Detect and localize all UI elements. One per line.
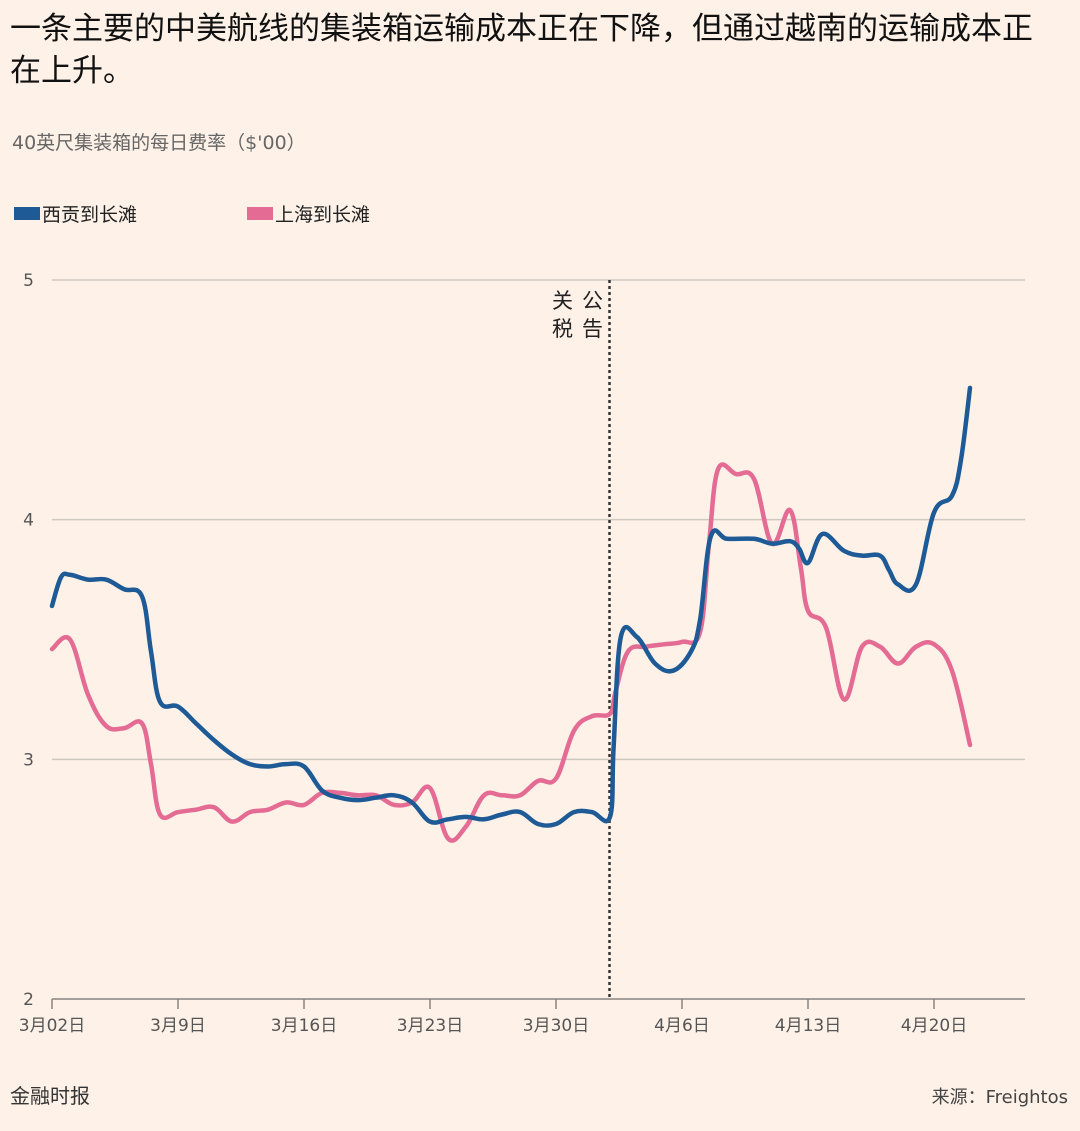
annotation-label-announcement-char: 公 (582, 289, 603, 313)
chart-subtitle: 40英尺集装箱的每日费率（$'00） (12, 132, 306, 154)
publisher-credit: 金融时报 (10, 1084, 90, 1108)
source-note: 来源：Freightos (931, 1087, 1068, 1108)
annotation-label-tariff-char: 税 (552, 317, 573, 341)
series-line-shanghai (49, 462, 973, 843)
annotation-label-announcement: 公告 (582, 289, 603, 341)
series-line-vietnam (49, 385, 973, 828)
gridlines (52, 279, 1025, 761)
x-tick-label: 4月6日 (654, 1016, 710, 1036)
series-lines (49, 385, 973, 843)
y-axis: 2 3 4 5 (23, 271, 34, 1010)
x-tick-label: 3月30日 (523, 1016, 589, 1036)
x-tick-label: 3月9日 (150, 1016, 206, 1036)
legend-item-vietnam: 西贡到长滩 (14, 200, 137, 227)
legend-item-shanghai: 上海到长滩 (247, 200, 370, 227)
legend: 西贡到长滩 上海到长滩 (14, 200, 388, 227)
legend-swatch-shanghai (247, 207, 274, 220)
y-tick-label: 2 (23, 990, 34, 1010)
legend-label-shanghai: 上海到长滩 (275, 204, 371, 226)
y-tick-label: 5 (23, 271, 34, 291)
annotation-label-tariff-char: 关 (552, 289, 573, 313)
legend-label-vietnam: 西贡到长滩 (42, 204, 138, 226)
x-tick-label: 4月13日 (775, 1016, 841, 1036)
legend-swatch-vietnam (14, 207, 40, 220)
y-tick-label: 4 (23, 511, 34, 531)
x-tick-label: 3月23日 (397, 1016, 463, 1036)
annotation-label-announcement-char: 告 (582, 317, 603, 341)
x-axis: 3月02日 3月9日 3月16日 3月23日 3月30日 4月6日 4月13日 4月20日 (19, 998, 1025, 1036)
x-tick-label: 4月20日 (901, 1016, 967, 1036)
x-tick-label: 3月16日 (271, 1016, 337, 1036)
y-tick-label: 3 (23, 750, 34, 770)
x-tick-label: 3月02日 (19, 1016, 85, 1036)
chart-title: 一条主要的中美航线的集装箱运输成本正在下降，但通过越南的运输成本正在上升。 (10, 11, 1033, 89)
annotation-label-tariff: 关税 (552, 289, 573, 341)
